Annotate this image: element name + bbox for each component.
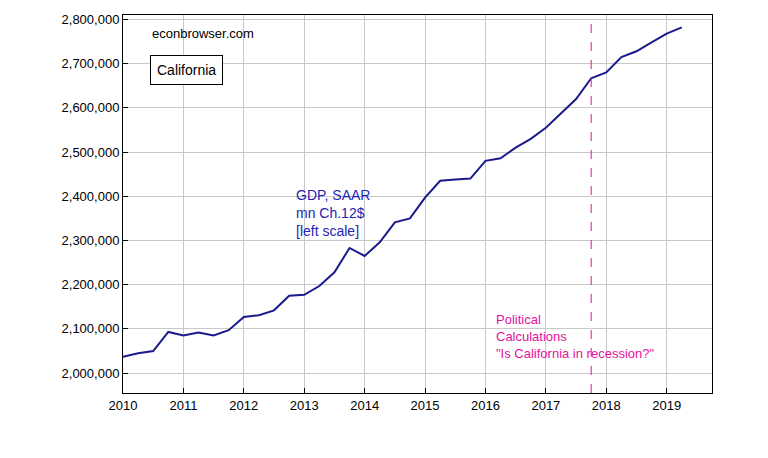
svg-text:GDP, SAARmn Ch.12$[left scale]: GDP, SAARmn Ch.12$[left scale] <box>296 187 370 239</box>
svg-text:California: California <box>157 62 216 78</box>
svg-text:2016: 2016 <box>471 398 500 413</box>
svg-text:2019: 2019 <box>652 398 681 413</box>
svg-text:2015: 2015 <box>411 398 440 413</box>
svg-text:2012: 2012 <box>229 398 258 413</box>
svg-text:2,600,000: 2,600,000 <box>62 100 120 115</box>
svg-text:2018: 2018 <box>592 398 621 413</box>
svg-text:2,700,000: 2,700,000 <box>62 56 120 71</box>
svg-text:2,800,000: 2,800,000 <box>62 12 120 27</box>
svg-text:econbrowser.com: econbrowser.com <box>152 26 254 41</box>
svg-text:2017: 2017 <box>531 398 560 413</box>
svg-text:2014: 2014 <box>350 398 379 413</box>
svg-text:2,400,000: 2,400,000 <box>62 189 120 204</box>
svg-text:2,200,000: 2,200,000 <box>62 277 120 292</box>
svg-text:2011: 2011 <box>169 398 197 413</box>
svg-text:2010: 2010 <box>109 398 138 413</box>
svg-text:2,100,000: 2,100,000 <box>62 321 120 336</box>
svg-text:2013: 2013 <box>290 398 319 413</box>
svg-text:2,000,000: 2,000,000 <box>62 366 120 381</box>
svg-text:2,500,000: 2,500,000 <box>62 145 120 160</box>
svg-text:PoliticalCalculations"Is Calif: PoliticalCalculations"Is California in r… <box>496 312 654 361</box>
svg-text:2,300,000: 2,300,000 <box>62 233 120 248</box>
